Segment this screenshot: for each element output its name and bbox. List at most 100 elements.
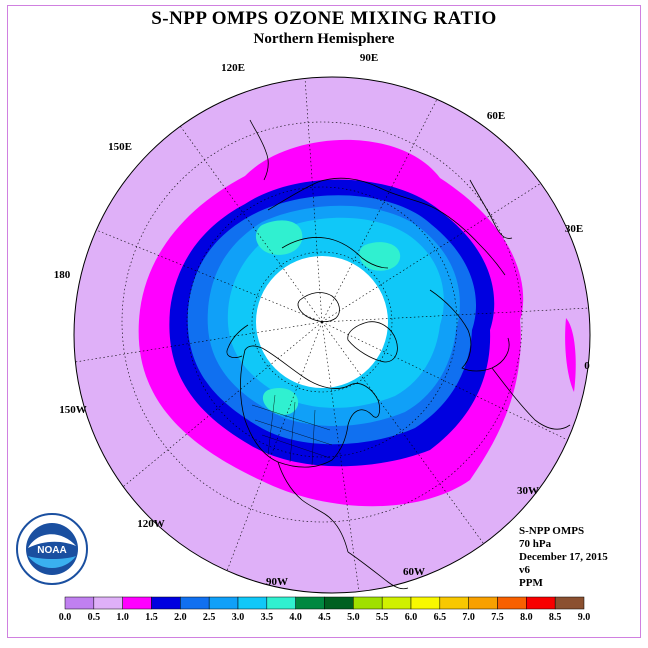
meridian-line [75,321,323,363]
state-line-5 [289,401,296,463]
coastline-africa [491,367,571,430]
info-version: v6 [519,564,530,576]
noaa-logo-bird [28,534,76,548]
color-scale-swatch [554,596,585,610]
color-scale-tick-label: 7.0 [462,612,475,623]
longitude-label: 60E [487,110,505,122]
noaa-logo-water [28,556,76,568]
color-scale-tick-label: 0.0 [59,612,72,623]
longitude-label: 0 [584,360,590,372]
meridian-line [321,183,541,323]
color-scale-swatch [64,596,95,610]
color-scale-swatch [266,596,296,610]
color-scale-tick-label: 4.5 [318,612,331,623]
color-scale-tick-label: 1.5 [145,612,158,623]
meridian-line [123,321,323,487]
ozone-patch-aqua-north [359,242,401,271]
longitude-label: 180 [54,269,71,281]
color-scale-tick-label: 8.5 [549,612,562,623]
color-scale-tick-label: 2.0 [174,612,187,623]
coastline-alaska [226,324,249,358]
color-scale-tick-label: 9.0 [578,612,591,623]
longitude-labels: 90E 60E 30E 0 30W 60W 90W 120W 150W 180 150E 120E [54,52,591,588]
color-scale-swatch [324,596,354,610]
state-line-4 [267,394,276,456]
info-pressure-level: 70 hPa [519,538,552,550]
color-scale-swatch [353,596,383,610]
meridian-line [226,321,323,571]
coastline-siberia [281,237,389,269]
noaa-logo-text: NOAA [37,545,66,556]
longitude-label: 30E [565,223,583,235]
coastline-japan [249,119,269,181]
color-scale-tick-label: 1.0 [116,612,129,623]
color-scale-swatch [497,596,527,610]
image-frame [7,5,641,638]
color-scale-tick-label: 4.0 [289,612,302,623]
longitude-label: 90W [266,576,288,588]
color-scale-swatch [439,596,469,610]
coastline-india [469,179,513,239]
color-scale: 0.0 0.5 1.0 1.5 2.0 2.5 3.0 3.5 4.0 4.5 5.0 5.5 6.0 6… [59,596,591,623]
color-scale-swatch [468,596,498,610]
state-line-2 [254,419,333,446]
page-subtitle: Northern Hemisphere [253,31,395,47]
color-scale-tick-label: 3.5 [261,612,274,623]
color-scale-swatch [237,596,268,610]
color-scale-tick-label: 8.0 [520,612,533,623]
ozone-east-edge-magenta [565,318,576,392]
meridian-line [321,321,360,592]
product-info: S-NPP OMPS 70 hPa December 17, 2015 v6 P… [519,525,608,590]
noaa-logo: NOAA [16,513,88,585]
latitude-circle [251,251,393,393]
meridian-line [321,99,438,323]
meridian-line [321,321,484,544]
coastline-central-america [277,461,349,553]
state-line-1 [251,404,331,431]
state-line-3 [261,434,331,459]
info-date: December 17, 2015 [519,551,608,563]
latitude-circle [121,121,523,523]
color-scale-swatch [122,596,152,610]
longitude-label: 150W [59,404,87,416]
meridian-line [96,229,323,323]
longitude-label: 90E [360,52,378,64]
ozone-patch-aqua-northwest [255,220,303,255]
color-scale-tick-label: 0.5 [88,612,101,623]
us-states-grid [251,394,333,466]
coastlines [226,119,571,590]
coastline-greenland [347,321,398,363]
page-title: S-NPP OMPS OZONE MIXING RATIO [151,8,497,29]
longitude-label: 150E [108,141,132,153]
meridian-line [321,321,568,441]
color-scale-swatch [151,596,181,610]
color-scale-tick-label: 5.5 [376,612,389,623]
color-scale-swatch [93,596,123,610]
longitude-label: 60W [403,566,425,578]
color-scale-tick-label: 3.0 [232,612,245,623]
meridian-line [321,307,589,323]
state-line-6 [311,409,316,466]
coastline-arctic-islands [297,292,340,322]
color-scale-tick-label: 6.5 [434,612,447,623]
color-scale-swatch [410,596,441,610]
color-scale-swatch [526,596,556,610]
coastline-north-america [240,345,380,468]
meridian-line [304,78,323,323]
latitude-circle [186,186,458,458]
longitude-label: 120E [221,62,245,74]
meridian-line [180,126,323,323]
info-units: PPM [519,577,543,589]
color-scale-tick-label: 5.0 [347,612,360,623]
color-scale-swatch [208,596,239,610]
coastline-europe [429,289,510,372]
color-scale-tick-label: 7.5 [491,612,504,623]
longitude-label: 120W [137,518,165,530]
coastline-south-america [347,551,409,590]
color-scale-swatch [180,596,210,610]
coastline-asia [267,177,506,276]
color-scale-swatch [295,596,325,610]
color-scale-tick-label: 2.5 [203,612,216,623]
